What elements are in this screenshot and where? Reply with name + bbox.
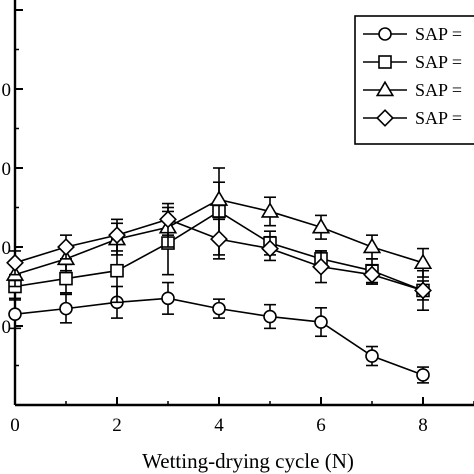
diamond-marker <box>210 230 228 249</box>
triangle-marker <box>413 253 433 270</box>
circle-marker <box>59 301 73 316</box>
legend-box <box>354 15 474 145</box>
diamond-marker <box>108 226 126 245</box>
diamond-marker <box>363 265 381 284</box>
y-tick-label: 0 <box>2 238 12 259</box>
diamond-marker <box>6 253 24 272</box>
diamond-marker <box>57 238 75 256</box>
plot-area: 0 2 4 6 8 0 0 0 0 <box>2 0 474 436</box>
triangle-marker <box>209 190 229 206</box>
diamond-marker <box>261 239 279 258</box>
circle-marker <box>365 349 379 363</box>
circle-marker <box>8 307 22 321</box>
legend-label: SAP = <box>415 108 462 128</box>
square-marker <box>59 271 73 286</box>
chart-marks <box>5 167 433 384</box>
square-marker <box>110 263 124 278</box>
circle-marker <box>212 301 226 316</box>
circle-marker <box>263 309 277 324</box>
x-tick-label: 2 <box>112 415 122 436</box>
diamond-marker <box>414 281 432 300</box>
triangle-marker <box>375 80 395 97</box>
square-marker <box>378 55 392 69</box>
y-tick-label: 0 <box>2 159 12 180</box>
series-diamond <box>6 202 432 301</box>
x-axis-label: Wetting-drying cycle (N) <box>142 449 354 473</box>
circle-marker <box>161 291 175 306</box>
diamond-marker <box>159 210 177 229</box>
y-tick-label: 0 <box>2 80 12 101</box>
series-circle <box>8 281 430 384</box>
x-tick-label: 8 <box>418 415 428 436</box>
x-tick-label: 4 <box>214 415 224 436</box>
x-tick-label: 0 <box>10 415 20 436</box>
legend-label: SAP = <box>415 24 462 44</box>
diamond-marker <box>376 109 394 127</box>
triangle-marker <box>311 217 331 234</box>
circle-marker <box>378 27 392 41</box>
circle-marker <box>416 368 430 382</box>
x-tick-label: 6 <box>316 415 326 436</box>
triangle-marker <box>362 237 382 254</box>
circle-marker <box>314 315 328 329</box>
diamond-marker <box>312 257 330 276</box>
legend-label: SAP = <box>415 80 462 100</box>
triangle-marker <box>260 202 280 218</box>
legend-label: SAP = <box>415 52 462 72</box>
legend: SAP = SAP = SAP = SAP = <box>354 15 474 145</box>
y-tick-label: 0 <box>2 317 12 338</box>
